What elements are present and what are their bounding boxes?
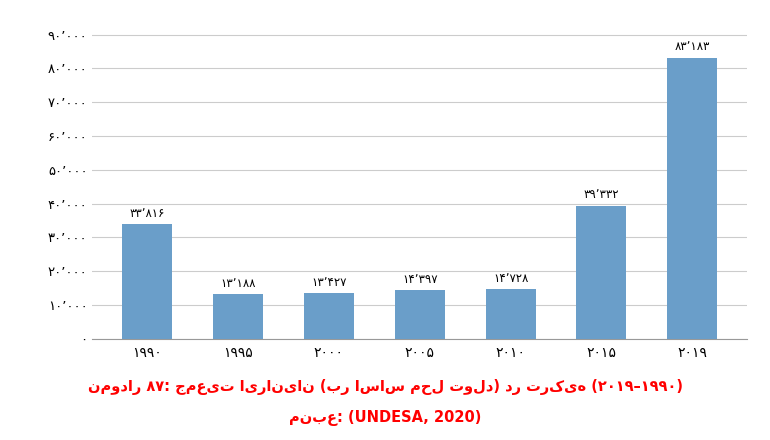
Text: ۱۴٬۳۹۷: ۱۴٬۳۹۷ <box>402 273 437 286</box>
Bar <box>395 290 444 339</box>
Text: نمودار ۸۷: جمعیت ایرانیان (بر اساس محل تولد) در ترکیه (۲۰۱۹–۱۹۹۰): نمودار ۸۷: جمعیت ایرانیان (بر اساس محل ت… <box>88 379 682 395</box>
Bar <box>213 294 263 339</box>
Text: ۱۳٬۱۸۸: ۱۳٬۱۸۸ <box>220 277 256 290</box>
Bar <box>577 206 627 339</box>
Text: ۳۹٬۳۳۲: ۳۹٬۳۳۲ <box>584 188 619 202</box>
Text: ۱۳٬۴۲۷: ۱۳٬۴۲۷ <box>311 276 346 289</box>
Text: ۳۳٬۸۱۶: ۳۳٬۸۱۶ <box>129 207 165 220</box>
Bar <box>303 293 353 339</box>
Text: ۱۴٬۷۲۸: ۱۴٬۷۲۸ <box>493 271 528 285</box>
Bar <box>122 224 172 339</box>
Text: منبع: (UNDESA, 2020): منبع: (UNDESA, 2020) <box>289 410 481 426</box>
Bar <box>486 289 536 339</box>
Bar <box>668 58 718 339</box>
Text: ۸۳٬۱۸۳: ۸۳٬۱۸۳ <box>675 40 710 53</box>
